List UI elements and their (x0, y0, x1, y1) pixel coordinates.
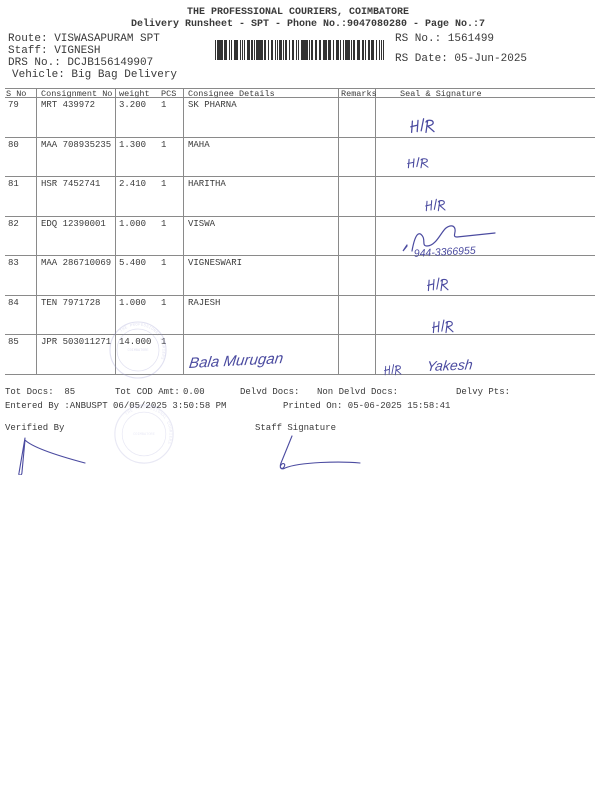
svg-text:944-3366955: 944-3366955 (414, 245, 477, 260)
